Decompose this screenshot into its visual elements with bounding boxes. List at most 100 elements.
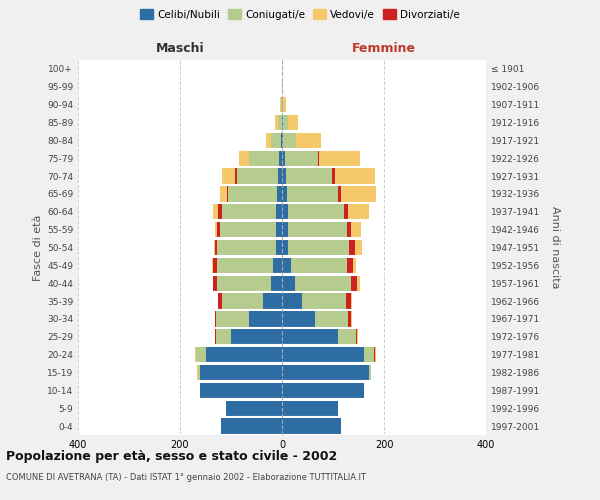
Bar xyxy=(374,347,375,362)
Bar xyxy=(338,329,356,344)
Bar xyxy=(295,276,351,291)
Bar xyxy=(266,133,271,148)
Bar xyxy=(217,222,220,237)
Y-axis label: Anni di nascita: Anni di nascita xyxy=(550,206,560,289)
Bar xyxy=(282,400,338,416)
Bar xyxy=(276,222,282,237)
Legend: Celibi/Nubili, Coniugati/e, Vedovi/e, Divorziati/e: Celibi/Nubili, Coniugati/e, Vedovi/e, Di… xyxy=(136,5,464,24)
Bar xyxy=(223,204,276,220)
Bar xyxy=(215,312,216,326)
Bar xyxy=(216,312,249,326)
Bar xyxy=(348,312,351,326)
Bar xyxy=(281,133,282,148)
Bar xyxy=(282,240,288,255)
Bar xyxy=(226,400,282,416)
Bar xyxy=(200,365,282,380)
Bar xyxy=(283,133,296,148)
Bar xyxy=(276,204,282,220)
Bar xyxy=(288,222,347,237)
Bar xyxy=(286,168,332,184)
Bar xyxy=(282,168,286,184)
Text: COMUNE DI AVETRANA (TA) - Dati ISTAT 1° gennaio 2002 - Elaborazione TUTTITALIA.I: COMUNE DI AVETRANA (TA) - Dati ISTAT 1° … xyxy=(6,472,366,482)
Bar xyxy=(229,186,277,202)
Bar xyxy=(287,186,338,202)
Y-axis label: Fasce di età: Fasce di età xyxy=(33,214,43,280)
Bar xyxy=(356,329,357,344)
Bar xyxy=(332,168,335,184)
Bar xyxy=(282,258,291,273)
Bar xyxy=(315,312,348,326)
Bar xyxy=(280,150,282,166)
Text: Maschi: Maschi xyxy=(155,42,205,54)
Bar xyxy=(217,276,271,291)
Bar xyxy=(283,97,286,112)
Bar xyxy=(220,222,276,237)
Bar xyxy=(222,168,235,184)
Bar xyxy=(282,115,283,130)
Bar xyxy=(221,418,282,434)
Bar xyxy=(282,222,288,237)
Bar xyxy=(271,276,282,291)
Bar xyxy=(291,258,347,273)
Bar xyxy=(357,276,359,291)
Bar xyxy=(349,240,355,255)
Bar xyxy=(281,97,282,112)
Bar xyxy=(318,150,319,166)
Bar xyxy=(351,312,352,326)
Bar xyxy=(276,240,282,255)
Bar xyxy=(235,168,237,184)
Bar xyxy=(296,133,321,148)
Bar xyxy=(335,168,376,184)
Bar xyxy=(282,204,288,220)
Bar xyxy=(282,294,302,308)
Bar xyxy=(239,150,249,166)
Bar xyxy=(282,365,369,380)
Bar xyxy=(369,365,371,380)
Bar xyxy=(205,347,282,362)
Bar xyxy=(282,97,283,112)
Bar xyxy=(347,222,351,237)
Bar xyxy=(282,150,284,166)
Bar xyxy=(282,186,287,202)
Bar xyxy=(288,115,298,130)
Bar xyxy=(278,115,282,130)
Bar xyxy=(215,222,217,237)
Bar xyxy=(227,186,229,202)
Bar xyxy=(282,383,364,398)
Bar xyxy=(341,186,376,202)
Bar xyxy=(348,204,369,220)
Bar xyxy=(284,150,318,166)
Bar xyxy=(249,312,282,326)
Bar xyxy=(213,204,218,220)
Bar xyxy=(280,97,281,112)
Bar xyxy=(237,168,278,184)
Bar xyxy=(351,294,352,308)
Bar xyxy=(375,347,376,362)
Bar xyxy=(215,329,216,344)
Bar xyxy=(282,133,283,148)
Bar xyxy=(198,365,200,380)
Bar xyxy=(217,240,276,255)
Bar xyxy=(212,258,217,273)
Bar xyxy=(273,258,282,273)
Bar xyxy=(271,133,281,148)
Bar xyxy=(278,168,282,184)
Bar xyxy=(277,186,282,202)
Bar xyxy=(214,240,215,255)
Bar xyxy=(357,329,358,344)
Bar xyxy=(288,204,344,220)
Bar xyxy=(196,347,205,362)
Bar xyxy=(249,150,280,166)
Bar xyxy=(282,418,341,434)
Bar xyxy=(282,312,315,326)
Bar xyxy=(275,115,278,130)
Bar xyxy=(364,347,374,362)
Bar xyxy=(282,79,283,94)
Bar xyxy=(282,347,364,362)
Bar xyxy=(338,186,341,202)
Bar xyxy=(282,276,295,291)
Bar xyxy=(288,240,349,255)
Bar xyxy=(215,240,217,255)
Bar xyxy=(355,240,362,255)
Bar xyxy=(346,294,351,308)
